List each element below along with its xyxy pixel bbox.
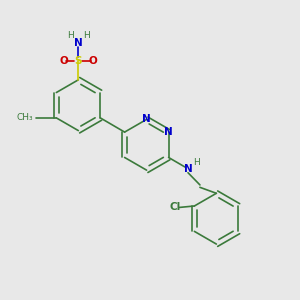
Text: CH₃: CH₃	[17, 113, 33, 122]
Text: Cl: Cl	[169, 202, 181, 212]
Text: N: N	[142, 114, 151, 124]
Text: N: N	[184, 164, 192, 174]
Text: H: H	[83, 31, 90, 40]
Text: O: O	[89, 56, 98, 66]
Text: H: H	[67, 31, 74, 40]
Text: N: N	[74, 38, 83, 48]
Text: H: H	[193, 158, 200, 167]
Text: N: N	[164, 127, 173, 137]
Text: O: O	[59, 56, 68, 66]
Text: S: S	[75, 56, 82, 66]
